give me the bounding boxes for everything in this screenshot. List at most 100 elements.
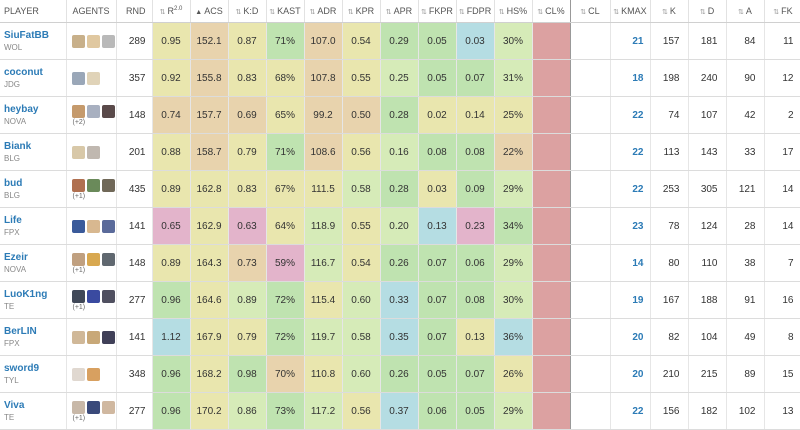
header-clp[interactable]: ⇅ CL% (532, 0, 571, 23)
player-cell[interactable]: heybay NOVA (0, 96, 67, 134)
hs-cell: 30% (494, 22, 533, 60)
kd-cell: 0.89 (228, 281, 267, 319)
agents-cell: (+1) (66, 244, 117, 282)
agent-icon (71, 71, 85, 85)
player-cell[interactable]: Life FPX (0, 207, 67, 245)
kpr-cell: 0.58 (342, 170, 381, 208)
header-kast[interactable]: ⇅ KAST (266, 0, 305, 23)
header-k[interactable]: ⇅ K (650, 0, 689, 23)
header-kd[interactable]: ⇅ K:D (228, 0, 267, 23)
agent-icon (101, 401, 115, 414)
header-a[interactable]: ⇅ A (726, 0, 765, 23)
table-row: Life FPX 141 0.65 162.9 0.63 64% 118.9 0.55 0.20 0… (0, 207, 800, 245)
header-fk[interactable]: ⇅ FK (764, 0, 800, 23)
header-fkpr[interactable]: ⇅ FKPR (418, 0, 457, 23)
cl-cell (570, 244, 611, 282)
player-name-link[interactable]: BerLIN (4, 325, 37, 337)
fdpr-cell: 0.07 (456, 355, 495, 393)
apr-cell: 0.35 (380, 318, 419, 356)
apr-cell: 0.26 (380, 244, 419, 282)
table-row: Ezeir NOVA (+1) 148 0.89 164.3 0.73 59% 116.7 0.5… (0, 244, 800, 282)
header-apr[interactable]: ⇅ APR (380, 0, 419, 23)
kast-cell: 70% (266, 355, 305, 393)
player-name-link[interactable]: Life (4, 214, 22, 226)
agent-icon (71, 367, 85, 381)
header-rnd[interactable]: RND (116, 0, 153, 23)
player-name-link[interactable]: SiuFatBB (4, 29, 49, 41)
kmax-link[interactable]: 22 (610, 96, 651, 134)
player-name-link[interactable]: LuoK1ng (4, 288, 48, 300)
header-fdpr[interactable]: ⇅ FDPR (456, 0, 495, 23)
d-cell: 305 (688, 170, 727, 208)
header-agents-label: AGENTS (72, 6, 110, 16)
kmax-link[interactable]: 19 (610, 281, 651, 319)
kpr-cell: 0.58 (342, 318, 381, 356)
kmax-link[interactable]: 21 (610, 22, 651, 60)
header-kmax[interactable]: ⇅ KMAX (610, 0, 651, 23)
header-fdpr-label: FDPR (466, 6, 492, 16)
kmax-link[interactable]: 23 (610, 207, 651, 245)
player-name-link[interactable]: Ezeir (4, 251, 28, 263)
kmax-link[interactable]: 22 (610, 133, 651, 171)
kd-cell: 0.83 (228, 59, 267, 97)
header-d[interactable]: ⇅ D (688, 0, 727, 23)
agent-icon (86, 367, 100, 381)
fkpr-cell: 0.03 (418, 170, 457, 208)
kast-cell: 67% (266, 170, 305, 208)
d-cell: 182 (688, 392, 727, 430)
header-cl[interactable]: ⇅ CL (570, 0, 611, 23)
player-name-link[interactable]: Biank (4, 140, 32, 152)
kmax-link[interactable]: 20 (610, 318, 651, 356)
agent-icon (71, 105, 85, 118)
player-cell[interactable]: SiuFatBB WOL (0, 22, 67, 60)
d-cell: 110 (688, 244, 727, 282)
sort-icon: ⇅ (699, 9, 706, 16)
header-adr[interactable]: ⇅ ADR (304, 0, 343, 23)
player-cell[interactable]: Biank BLG (0, 133, 67, 171)
header-hs[interactable]: ⇅ HS% (494, 0, 533, 23)
sort-icon: ⇅ (738, 9, 744, 16)
kpr-cell: 0.50 (342, 96, 381, 134)
player-cell[interactable]: LuoK1ng TE (0, 281, 67, 319)
player-cell[interactable]: Ezeir NOVA (0, 244, 67, 282)
kast-cell: 59% (266, 244, 305, 282)
fkpr-cell: 0.06 (418, 392, 457, 430)
agent-icon (101, 330, 115, 344)
player-cell[interactable]: Viva TE (0, 392, 67, 430)
agents-cell: (+2) (66, 96, 117, 134)
kmax-link[interactable]: 14 (610, 244, 651, 282)
player-cell[interactable]: sword9 TYL (0, 355, 67, 393)
fdpr-cell: 0.03 (456, 22, 495, 60)
header-kmax-label: KMAX (621, 6, 647, 16)
player-cell[interactable]: coconut JDG (0, 59, 67, 97)
header-agents: AGENTS (66, 0, 117, 23)
fk-cell: 16 (764, 281, 800, 319)
player-name-link[interactable]: sword9 (4, 362, 40, 374)
header-rating[interactable]: ⇅ R2.0 (151, 0, 191, 23)
player-name-link[interactable]: Viva (4, 399, 25, 411)
hs-cell: 29% (494, 244, 533, 282)
player-cell[interactable]: bud BLG (0, 170, 67, 208)
rating-cell: 0.96 (151, 355, 191, 393)
kmax-link[interactable]: 22 (610, 392, 651, 430)
cl-percent-cell (532, 59, 571, 97)
player-cell[interactable]: BerLIN FPX (0, 318, 67, 356)
player-name-link[interactable]: coconut (4, 66, 43, 78)
apr-cell: 0.16 (380, 133, 419, 171)
player-name-link[interactable]: heybay (4, 103, 39, 115)
kmax-link[interactable]: 18 (610, 59, 651, 97)
acs-cell: 157.7 (190, 96, 229, 134)
header-kpr[interactable]: ⇅ KPR (342, 0, 381, 23)
kmax-link[interactable]: 22 (610, 170, 651, 208)
kmax-link[interactable]: 20 (610, 355, 651, 393)
player-name-link[interactable]: bud (4, 177, 23, 189)
header-acs[interactable]: ▲ ACS (190, 0, 229, 23)
agent-icon (71, 401, 85, 414)
cl-cell (570, 318, 611, 356)
player-team: WOL (4, 42, 23, 52)
more-agents-count: (+2) (72, 119, 86, 126)
fk-cell: 17 (764, 133, 800, 171)
kpr-cell: 0.54 (342, 244, 381, 282)
header-player[interactable]: PLAYER (0, 0, 67, 23)
agent-icon (86, 330, 100, 344)
